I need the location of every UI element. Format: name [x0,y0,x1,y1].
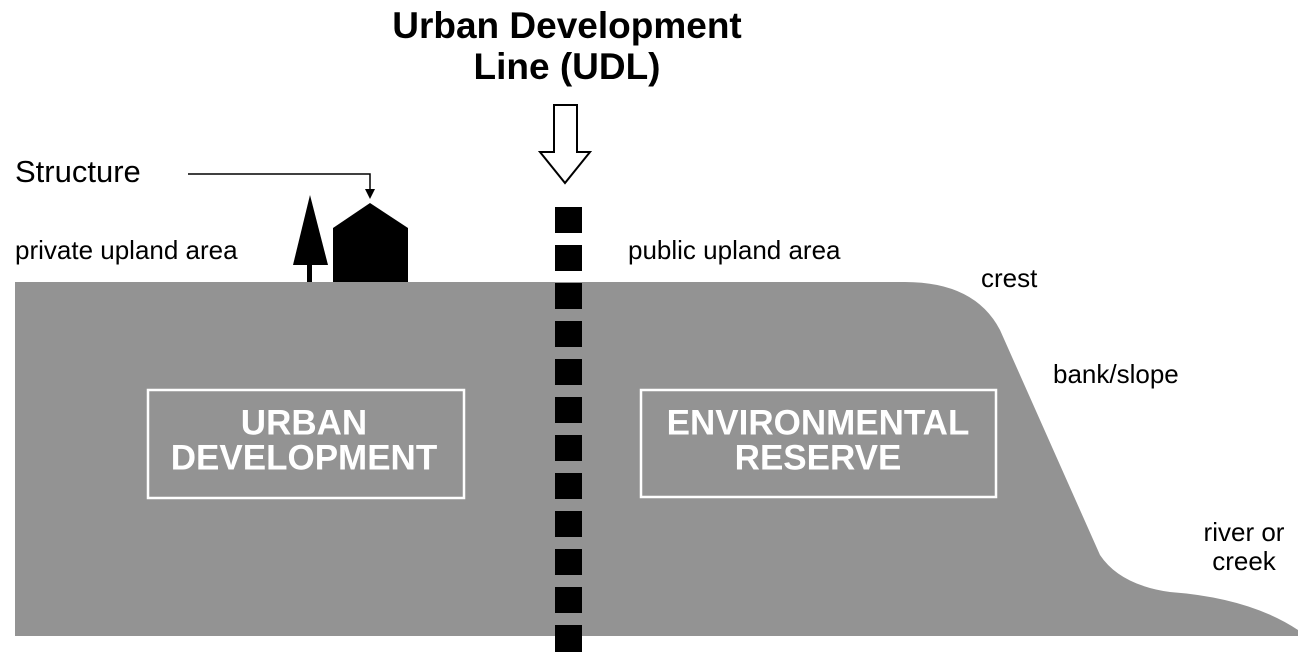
structure-pointer [188,174,370,190]
label: river or [1204,517,1285,547]
label: creek [1212,546,1277,576]
zone-label: RESERVE [735,438,902,477]
diagram: Urban Development Line (UDL) Structure p… [0,0,1298,652]
pointer-head [365,189,375,199]
house [333,203,408,282]
zone-label: DEVELOPMENT [171,438,437,477]
title: Line (UDL) [473,46,660,87]
udl-arrow [540,105,590,183]
label: private upland area [15,235,238,265]
label: bank/slope [1053,359,1179,389]
title: Urban Development [392,5,742,46]
tree [293,195,328,282]
zone-label: URBAN [241,403,367,442]
label: Structure [15,154,141,189]
label: public upland area [628,235,841,265]
label: crest [981,263,1038,293]
zone-label: ENVIRONMENTAL [667,403,970,442]
